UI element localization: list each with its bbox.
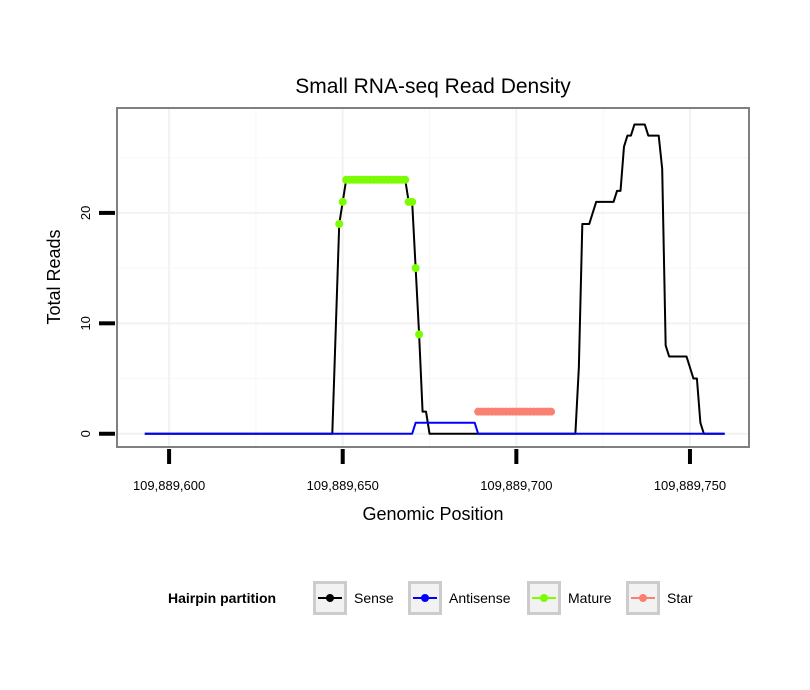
y-axis-title: Total Reads [44,229,64,324]
x-tick-label: 109,889,600 [133,478,205,493]
star-point [547,407,556,416]
legend: Hairpin partition Sense Antisense Mature Sta… [168,581,693,615]
mature-point [411,264,420,273]
sense-series-line [144,123,725,435]
legend-item-antisense: Antisense [408,581,511,615]
y-axis: 0 10 20 [78,206,115,437]
x-tick-label: 109,889,650 [307,478,379,493]
legend-label: Sense [354,590,394,606]
x-axis-title: Genomic Position [362,504,503,524]
legend-key-point [639,594,647,602]
plot-panel-border [116,107,750,448]
antisense-series-line [144,421,725,435]
legend-label: Antisense [449,590,511,606]
y-tick-label: 0 [78,430,93,437]
mature-point [415,330,424,339]
legend-item-sense: Sense [313,581,394,615]
legend-key-point [540,594,548,602]
legend-label: Star [667,590,693,606]
legend-item-mature: Mature [527,581,612,615]
chart-title: Small RNA-seq Read Density [295,75,571,98]
legend-key-point [421,594,429,602]
grid-lines [117,108,749,447]
x-axis: 109,889,600 109,889,650 109,889,700 109,889… [133,449,726,493]
legend-label: Mature [568,590,612,606]
y-tick-label: 10 [78,316,93,330]
mature-point [401,175,410,184]
legend-title: Hairpin partition [168,590,276,606]
series-layer [144,123,725,435]
x-tick-label: 109,889,750 [654,478,726,493]
mature-point [335,219,344,228]
legend-key-point [326,594,334,602]
mature-point [338,197,347,206]
legend-item-star: Star [626,581,693,615]
y-tick-label: 20 [78,206,93,220]
x-tick-label: 109,889,700 [480,478,552,493]
mature-point [408,197,417,206]
